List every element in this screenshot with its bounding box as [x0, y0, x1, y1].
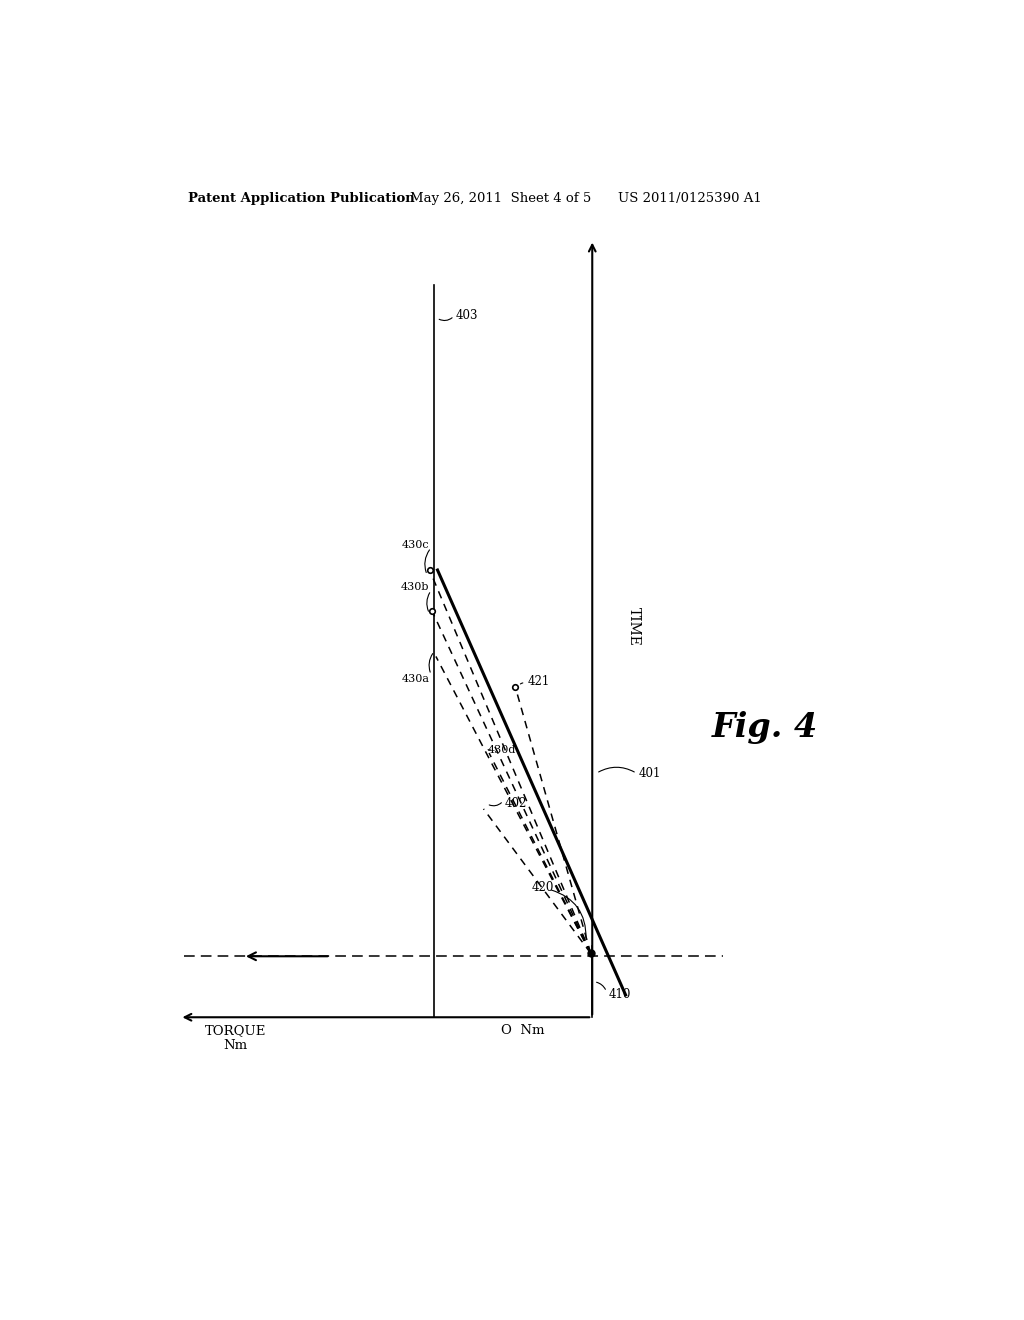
Text: 430d: 430d [487, 744, 516, 755]
Text: 403: 403 [456, 309, 478, 322]
Text: May 26, 2011  Sheet 4 of 5: May 26, 2011 Sheet 4 of 5 [410, 191, 591, 205]
Text: 430b: 430b [401, 582, 430, 593]
Text: Fig. 4: Fig. 4 [712, 711, 817, 744]
Text: 430a: 430a [401, 673, 430, 684]
Text: 410: 410 [608, 989, 631, 1002]
Text: 401: 401 [638, 767, 660, 780]
Text: 421: 421 [527, 676, 550, 688]
Text: TORQUE
Nm: TORQUE Nm [205, 1024, 266, 1052]
Text: US 2011/0125390 A1: US 2011/0125390 A1 [618, 191, 762, 205]
Text: 402: 402 [505, 797, 527, 810]
Text: 430c: 430c [402, 540, 430, 549]
Text: TIME: TIME [627, 606, 641, 645]
Text: Patent Application Publication: Patent Application Publication [187, 191, 415, 205]
Text: O  Nm: O Nm [502, 1024, 545, 1038]
Text: 420: 420 [531, 880, 554, 894]
